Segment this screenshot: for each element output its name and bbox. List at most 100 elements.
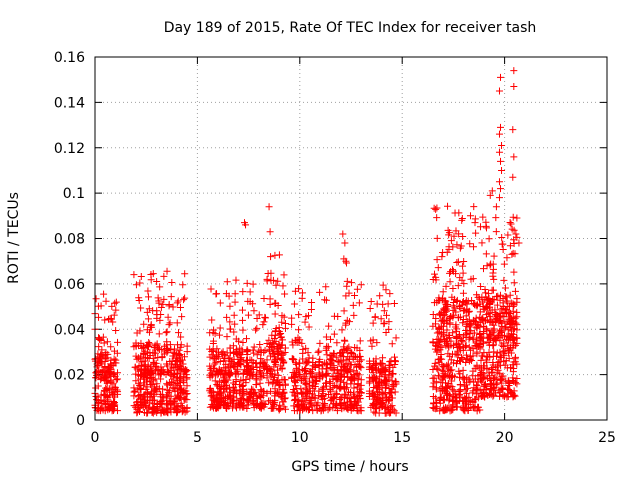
data-point <box>164 313 172 321</box>
data-point <box>429 404 437 412</box>
y-tick-label: 0.12 <box>54 141 85 157</box>
x-axis-label: GPS time / hours <box>291 459 408 475</box>
data-point <box>442 301 450 309</box>
data-point <box>391 353 399 361</box>
x-tick-label: 20 <box>496 430 514 446</box>
data-point <box>449 406 457 414</box>
data-point <box>461 342 469 350</box>
data-point <box>260 294 268 302</box>
data-point <box>165 321 173 329</box>
data-point <box>172 405 180 413</box>
data-point <box>220 364 228 372</box>
data-point <box>104 369 112 377</box>
data-point <box>432 315 440 323</box>
data-point <box>486 353 494 361</box>
data-point <box>103 338 111 346</box>
data-point <box>293 396 301 404</box>
data-point <box>459 269 467 277</box>
data-point <box>464 317 472 325</box>
data-point <box>486 318 494 326</box>
data-point <box>501 324 509 332</box>
data-point <box>509 374 517 382</box>
data-point <box>206 329 214 337</box>
data-point <box>483 262 491 270</box>
data-point <box>272 281 280 289</box>
data-point <box>430 399 438 407</box>
data-point <box>231 290 239 298</box>
data-point <box>465 343 473 351</box>
data-point <box>235 337 243 345</box>
data-point <box>392 334 400 342</box>
data-point <box>391 388 399 396</box>
data-point <box>498 327 506 335</box>
data-point <box>132 281 140 289</box>
data-point <box>243 335 251 343</box>
data-point <box>176 384 184 392</box>
x-tick-label: 10 <box>291 430 309 446</box>
data-point <box>175 329 183 337</box>
data-point <box>274 277 282 285</box>
data-point <box>257 348 265 356</box>
data-point <box>465 316 473 324</box>
data-point <box>296 336 304 344</box>
data-point <box>290 300 298 308</box>
data-point <box>369 319 377 327</box>
data-point <box>107 343 115 351</box>
data-point <box>217 369 225 377</box>
data-point <box>253 376 261 384</box>
data-point <box>216 324 224 332</box>
data-point <box>255 391 263 399</box>
data-point <box>376 372 384 380</box>
data-point <box>208 316 216 324</box>
data-point <box>382 286 390 294</box>
data-point <box>443 316 451 324</box>
data-point <box>166 400 174 408</box>
data-point <box>156 283 164 291</box>
data-point <box>350 384 358 392</box>
data-point <box>343 282 351 290</box>
data-point <box>435 358 443 366</box>
data-point <box>384 300 392 308</box>
data-point <box>278 364 286 372</box>
data-point <box>101 316 109 324</box>
data-point <box>512 353 520 361</box>
data-point <box>107 315 115 323</box>
data-point <box>490 341 498 349</box>
data-point <box>449 359 457 367</box>
data-point <box>446 269 454 277</box>
data-point <box>463 389 471 397</box>
data-point <box>513 326 521 334</box>
data-point <box>163 360 171 368</box>
data-point <box>321 296 329 304</box>
data-point <box>319 401 327 409</box>
data-point <box>326 404 334 412</box>
data-point <box>280 313 288 321</box>
data-point <box>179 281 187 289</box>
data-point <box>497 157 505 165</box>
data-point <box>461 407 469 415</box>
data-point <box>348 401 356 409</box>
data-point <box>439 249 447 257</box>
data-point <box>490 252 498 260</box>
data-point <box>108 302 116 310</box>
data-point <box>165 397 173 405</box>
data-point <box>95 343 103 351</box>
data-point <box>236 344 244 352</box>
data-point <box>183 348 191 356</box>
data-point <box>459 289 467 297</box>
data-point <box>239 288 247 296</box>
data-point <box>513 295 521 303</box>
data-point <box>333 339 341 347</box>
data-point <box>312 377 320 385</box>
data-point <box>176 303 184 311</box>
data-point <box>156 390 164 398</box>
data-point <box>140 391 148 399</box>
data-point <box>379 281 387 289</box>
data-point <box>378 394 386 402</box>
data-point <box>257 386 265 394</box>
data-point <box>218 398 226 406</box>
data-point <box>458 337 466 345</box>
data-point <box>259 321 267 329</box>
data-point <box>497 326 505 334</box>
y-tick-label: 0 <box>76 413 85 429</box>
